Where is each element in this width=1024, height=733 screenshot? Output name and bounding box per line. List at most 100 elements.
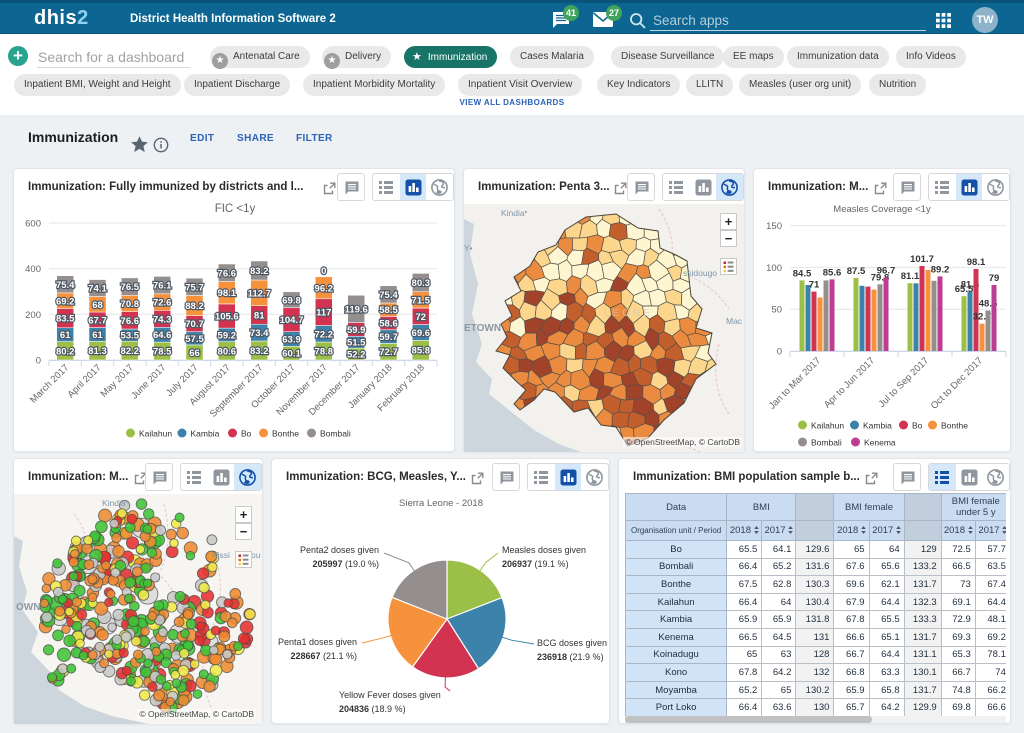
svg-text:FIC <1y: FIC <1y — [215, 203, 256, 215]
svg-text:Bo: Bo — [241, 429, 252, 439]
svg-text:58.6: 58.6 — [379, 319, 398, 330]
svg-text:80.6: 80.6 — [218, 346, 237, 357]
svg-text:OWN: OWN — [16, 602, 40, 613]
svg-text:78.5: 78.5 — [153, 347, 172, 358]
svg-text:71.5: 71.5 — [412, 295, 431, 306]
svg-text:Kailahun: Kailahun — [139, 429, 172, 439]
svg-text:60.1: 60.1 — [282, 349, 301, 360]
svg-text:66: 66 — [189, 348, 200, 359]
svg-text:Apr to Jun 2017: Apr to Jun 2017 — [822, 355, 877, 410]
svg-text:83.2: 83.2 — [250, 266, 269, 277]
svg-text:Jan to Mar 2017: Jan to Mar 2017 — [767, 355, 823, 411]
svg-text:59.7: 59.7 — [379, 332, 398, 343]
svg-text:112.7: 112.7 — [248, 288, 271, 299]
svg-text:68: 68 — [92, 300, 103, 311]
svg-text:BCG doses given: BCG doses given — [537, 638, 607, 648]
svg-text:75.7: 75.7 — [185, 282, 204, 293]
svg-text:76.6: 76.6 — [218, 268, 237, 279]
svg-text:84.5: 84.5 — [793, 268, 812, 279]
svg-text:Bonthe: Bonthe — [941, 421, 968, 431]
svg-text:ssidougo: ssidougo — [683, 268, 717, 278]
svg-text:0: 0 — [777, 347, 782, 358]
svg-text:101.7: 101.7 — [910, 254, 934, 265]
svg-text:Sierra Leone - 2018: Sierra Leone - 2018 — [399, 498, 483, 509]
svg-text:83.2: 83.2 — [250, 346, 269, 357]
svg-text:61: 61 — [92, 330, 103, 341]
svg-text:March 2017: March 2017 — [28, 362, 71, 405]
svg-text:48.5: 48.5 — [979, 299, 998, 310]
svg-text:79: 79 — [989, 273, 1000, 284]
svg-text:63.9: 63.9 — [282, 335, 301, 346]
svg-text:74.3: 74.3 — [153, 314, 172, 325]
svg-text:Measles Coverage <1y: Measles Coverage <1y — [833, 204, 931, 215]
svg-text:70.7: 70.7 — [185, 319, 204, 330]
svg-text:Bombali: Bombali — [811, 438, 842, 448]
svg-text:81.3: 81.3 — [88, 346, 107, 357]
svg-text:64.6: 64.6 — [153, 330, 172, 341]
svg-text:89.2: 89.2 — [931, 264, 950, 275]
svg-text:57.5: 57.5 — [185, 334, 204, 345]
svg-text:Kissi: Kissi — [212, 550, 230, 560]
svg-text:76.1: 76.1 — [153, 281, 172, 292]
svg-text:Measles doses given: Measles doses given — [502, 545, 586, 555]
svg-text:69.8: 69.8 — [282, 295, 301, 306]
svg-text:80.2: 80.2 — [56, 346, 75, 357]
svg-text:81.6: 81.6 — [961, 280, 980, 291]
svg-text:81: 81 — [254, 311, 265, 322]
svg-text:600: 600 — [25, 219, 41, 230]
svg-text:75.4: 75.4 — [379, 290, 398, 301]
svg-text:74.1: 74.1 — [88, 284, 107, 295]
svg-text:75.4: 75.4 — [56, 280, 75, 291]
svg-text:Kambia: Kambia — [863, 421, 892, 431]
svg-text:96.2: 96.2 — [315, 283, 334, 294]
svg-text:Jul to Sep 2017: Jul to Sep 2017 — [877, 355, 931, 409]
svg-text:Bonthe: Bonthe — [272, 429, 299, 439]
svg-text:76.5: 76.5 — [121, 282, 140, 293]
svg-text:Oct to Dec 2017: Oct to Dec 2017 — [929, 355, 985, 411]
svg-text:61: 61 — [60, 330, 71, 341]
svg-text:50: 50 — [771, 305, 782, 316]
svg-text:51.5: 51.5 — [347, 338, 366, 349]
svg-text:117: 117 — [316, 308, 331, 319]
svg-text:206937 (19.1 %): 206937 (19.1 %) — [502, 559, 569, 569]
svg-text:76.6: 76.6 — [121, 316, 140, 327]
svg-text:104.7: 104.7 — [280, 315, 304, 326]
svg-text:204836 (18.9 %): 204836 (18.9 %) — [339, 704, 406, 714]
svg-text:Kindia▪: Kindia▪ — [102, 498, 129, 508]
svg-text:ETOWN: ETOWN — [464, 323, 501, 334]
svg-text:Kenema: Kenema — [864, 438, 896, 448]
svg-text:72: 72 — [416, 312, 427, 323]
svg-text:72.7: 72.7 — [379, 347, 398, 358]
svg-text:83.5: 83.5 — [56, 314, 75, 325]
svg-text:70.8: 70.8 — [121, 299, 140, 310]
svg-text:105.6: 105.6 — [215, 312, 239, 323]
svg-text:100: 100 — [766, 263, 782, 274]
svg-text:LEONE: LEONE — [604, 308, 653, 319]
svg-text:Kambia: Kambia — [191, 429, 220, 439]
svg-text:69.6: 69.6 — [412, 328, 431, 339]
svg-text:April 2017: April 2017 — [66, 362, 104, 400]
svg-text:98.1: 98.1 — [967, 257, 986, 268]
svg-text:205997 (19.0 %): 205997 (19.0 %) — [312, 559, 379, 569]
svg-text:82.2: 82.2 — [121, 346, 140, 357]
svg-text:Kindia▪: Kindia▪ — [501, 208, 528, 218]
svg-text:150: 150 — [766, 221, 782, 232]
svg-text:98.1: 98.1 — [218, 288, 237, 299]
svg-text:119.6: 119.6 — [345, 305, 368, 316]
svg-text:85.6: 85.6 — [823, 267, 842, 278]
svg-text:78.8: 78.8 — [315, 347, 334, 358]
svg-text:June 2017: June 2017 — [129, 362, 168, 401]
svg-text:59.9: 59.9 — [347, 325, 366, 336]
svg-text:200: 200 — [25, 310, 41, 321]
svg-text:67.7: 67.7 — [88, 315, 107, 326]
svg-text:0: 0 — [36, 356, 41, 367]
svg-text:96.7: 96.7 — [877, 265, 896, 276]
svg-text:53.5: 53.5 — [121, 331, 140, 342]
svg-text:Yellow Fever doses given: Yellow Fever doses given — [339, 690, 441, 700]
svg-text:81.1: 81.1 — [901, 271, 920, 282]
svg-text:65.5: 65.5 — [955, 284, 974, 295]
svg-text:72.6: 72.6 — [153, 298, 172, 309]
svg-text:79.8: 79.8 — [871, 272, 890, 283]
svg-text:236918 (21.9 %): 236918 (21.9 %) — [537, 652, 604, 662]
svg-text:32.7: 32.7 — [973, 312, 992, 323]
